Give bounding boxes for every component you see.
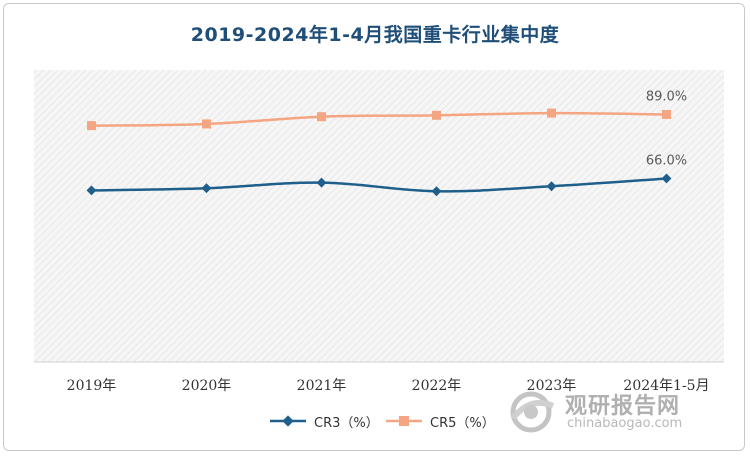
watermark-logo-icon xyxy=(510,391,555,433)
data-point-cr3-2 xyxy=(316,177,327,188)
x-tick-label: 2021年 xyxy=(297,378,347,394)
data-point-cr5-1 xyxy=(202,119,211,129)
data-point-cr3-5 xyxy=(661,173,672,184)
data-point-cr5-4 xyxy=(547,108,556,118)
data-point-cr3-4 xyxy=(546,181,557,192)
legend: CR3（%） CR5（%） xyxy=(0,411,600,431)
watermark-en-text: chinabaogao.com xyxy=(567,416,683,431)
x-tick-label: 2023年 xyxy=(527,378,577,394)
series-line-cr3 xyxy=(91,177,667,193)
x-tick-label: 2024年1-5月 xyxy=(623,378,709,394)
data-point-cr5-3 xyxy=(432,110,441,120)
legend-item-cr3: CR3（%） xyxy=(268,411,379,431)
data-point-cr3-0 xyxy=(86,185,97,196)
legend-swatch-cr5 xyxy=(386,416,422,426)
legend-item-cr5: CR5（%） xyxy=(384,411,495,431)
series-line-cr5 xyxy=(91,111,667,127)
legend-label-cr5: CR5（%） xyxy=(430,415,495,431)
data-point-cr5-2 xyxy=(317,112,326,122)
watermark: 观研报告网 chinabaogao.com xyxy=(505,388,735,438)
data-point-cr5-5 xyxy=(662,109,671,119)
data-label: 66.0% xyxy=(646,153,687,168)
plot-area xyxy=(34,70,724,362)
data-point-cr3-3 xyxy=(431,186,442,197)
watermark-cn-text: 观研报告网 xyxy=(565,394,681,419)
legend-swatch-cr3 xyxy=(270,415,306,427)
x-tick-label: 2022年 xyxy=(412,378,462,394)
data-point-cr3-1 xyxy=(201,183,212,194)
legend-label-cr3: CR3（%） xyxy=(314,415,379,431)
x-tick-label: 2020年 xyxy=(182,378,232,394)
chart-title: 2019-2024年1-4月我国重卡行业集中度 xyxy=(190,24,560,46)
x-tick-label: 2019年 xyxy=(67,378,117,394)
data-point-cr5-0 xyxy=(87,121,96,131)
data-label: 89.0% xyxy=(646,89,687,104)
